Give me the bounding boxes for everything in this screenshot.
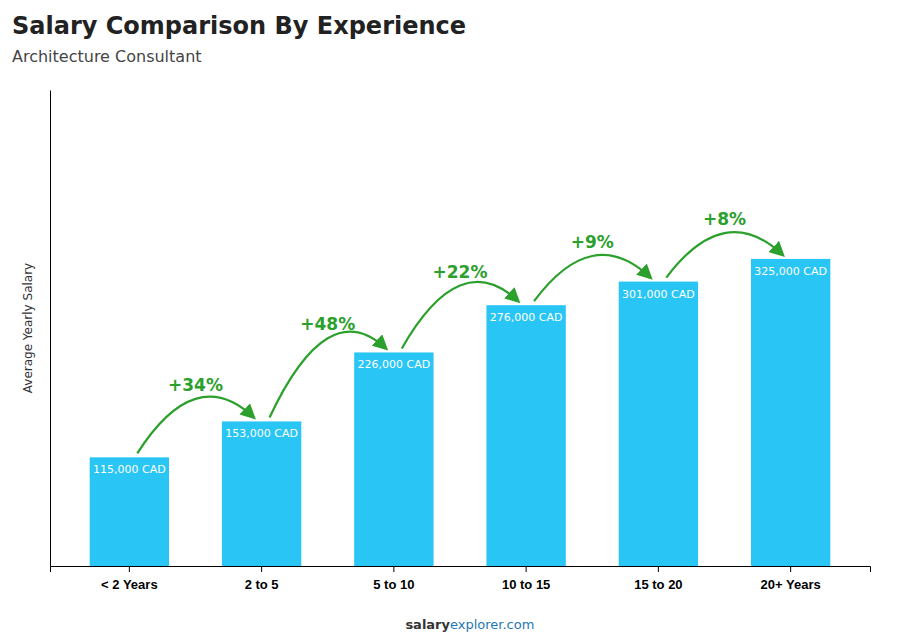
x-tick: < 2 Years	[101, 566, 158, 592]
x-tick-label: 2 to 5	[245, 577, 279, 592]
change-arrow	[534, 255, 650, 301]
change-arrow	[270, 332, 386, 418]
x-tick-label: 5 to 10	[373, 577, 414, 592]
x-tick: 15 to 20	[634, 566, 682, 592]
y-axis	[50, 91, 51, 567]
x-tick-mark	[261, 566, 262, 572]
title: Salary Comparison By Experience	[12, 12, 466, 40]
x-tick-label: 20+ Years	[761, 577, 821, 592]
x-tick: 2 to 5	[245, 566, 279, 592]
x-tick: 5 to 10	[373, 566, 414, 592]
change-label: +22%	[433, 262, 488, 282]
x-tick-mark	[526, 566, 527, 572]
x-tick-mark	[658, 566, 659, 572]
bar	[751, 259, 830, 566]
x-tick-mark	[393, 566, 394, 572]
bar	[619, 282, 698, 566]
change-arrow	[666, 232, 782, 277]
data-label: 115,000 CAD	[93, 463, 166, 476]
data-label: 325,000 CAD	[754, 265, 827, 278]
x-axis-line	[51, 567, 871, 573]
change-label: +8%	[703, 209, 746, 229]
change-label: +48%	[300, 314, 355, 334]
data-label: 226,000 CAD	[358, 358, 431, 371]
y-axis-line	[50, 91, 51, 567]
data-label: 153,000 CAD	[225, 427, 298, 440]
x-tick: 20+ Years	[761, 566, 821, 592]
chart: Salary Comparison By Experience Architect…	[0, 0, 900, 641]
annotations: +34% +48% +22% +9% +8%	[137, 209, 782, 453]
x-tick-label: 15 to 20	[634, 577, 682, 592]
x-tick: 10 to 15	[502, 566, 550, 592]
x-tick-mark	[790, 566, 791, 572]
data-label: 301,000 CAD	[622, 288, 695, 301]
bars	[90, 259, 831, 566]
change-label: +9%	[571, 232, 614, 252]
change-arrow	[137, 397, 253, 454]
footer-bold: salary	[405, 617, 450, 632]
x-tick-label: 10 to 15	[502, 577, 550, 592]
change-label: +34%	[168, 375, 223, 395]
x-axis: < 2 Years 2 to 5 5 to 10 10 to 15 15 to 20 20…	[51, 566, 871, 592]
data-labels: 115,000 CAD 153,000 CAD 226,000 CAD 276,000…	[93, 265, 827, 476]
bar	[486, 305, 565, 566]
footer-light: explorer.com	[450, 617, 534, 632]
bar	[90, 457, 169, 566]
plot: < 2 Years 2 to 5 5 to 10 10 to 15 15 to 20 20…	[51, 91, 871, 593]
data-label: 276,000 CAD	[490, 311, 563, 324]
change-arrow	[402, 282, 518, 348]
subtitle: Architecture Consultant	[12, 47, 202, 66]
y-axis-title: Average Yearly Salary	[21, 263, 35, 393]
x-tick-mark	[129, 566, 130, 572]
x-tick-label: < 2 Years	[101, 577, 158, 592]
bar	[354, 352, 433, 566]
bar	[222, 421, 301, 566]
